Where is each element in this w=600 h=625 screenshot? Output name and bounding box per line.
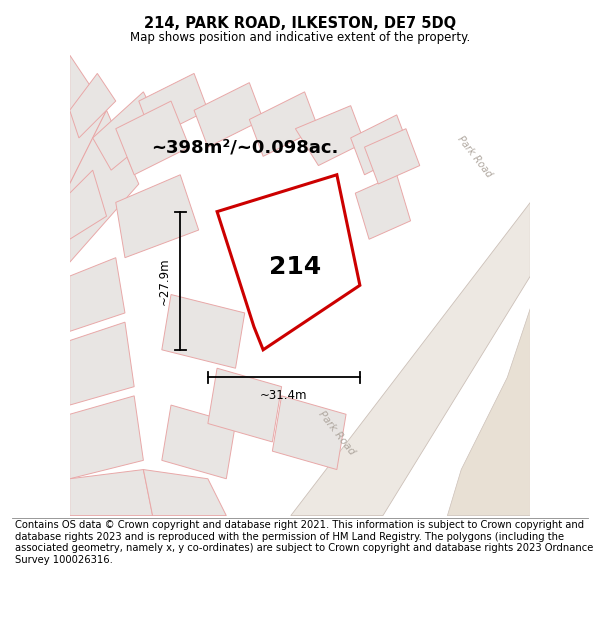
Polygon shape	[162, 405, 236, 479]
Polygon shape	[116, 175, 199, 258]
Polygon shape	[70, 258, 125, 331]
Polygon shape	[250, 92, 319, 156]
Polygon shape	[364, 129, 420, 184]
Polygon shape	[70, 396, 143, 479]
Polygon shape	[70, 469, 152, 516]
Text: ~27.9m: ~27.9m	[158, 257, 170, 304]
Polygon shape	[143, 469, 226, 516]
Text: Park Road: Park Road	[456, 134, 494, 179]
Text: Map shows position and indicative extent of the property.: Map shows position and indicative extent…	[130, 31, 470, 44]
Polygon shape	[116, 101, 190, 175]
Text: Contains OS data © Crown copyright and database right 2021. This information is : Contains OS data © Crown copyright and d…	[15, 520, 593, 565]
Polygon shape	[70, 55, 107, 184]
Polygon shape	[355, 175, 410, 239]
Polygon shape	[70, 73, 116, 138]
Polygon shape	[350, 115, 410, 175]
Text: 214: 214	[269, 255, 322, 279]
Polygon shape	[208, 368, 281, 442]
Polygon shape	[217, 175, 360, 350]
Polygon shape	[272, 396, 346, 469]
Text: Park Road: Park Road	[317, 409, 357, 457]
Polygon shape	[295, 106, 364, 166]
Polygon shape	[139, 73, 208, 138]
Text: 214, PARK ROAD, ILKESTON, DE7 5DQ: 214, PARK ROAD, ILKESTON, DE7 5DQ	[144, 16, 456, 31]
Polygon shape	[194, 82, 263, 147]
Polygon shape	[70, 170, 107, 239]
Polygon shape	[93, 92, 162, 170]
Polygon shape	[291, 202, 530, 516]
Text: ~31.4m: ~31.4m	[260, 389, 308, 402]
Polygon shape	[448, 308, 530, 516]
Polygon shape	[70, 322, 134, 405]
Polygon shape	[162, 294, 245, 368]
Text: ~398m²/~0.098ac.: ~398m²/~0.098ac.	[151, 138, 338, 156]
Polygon shape	[70, 110, 139, 262]
